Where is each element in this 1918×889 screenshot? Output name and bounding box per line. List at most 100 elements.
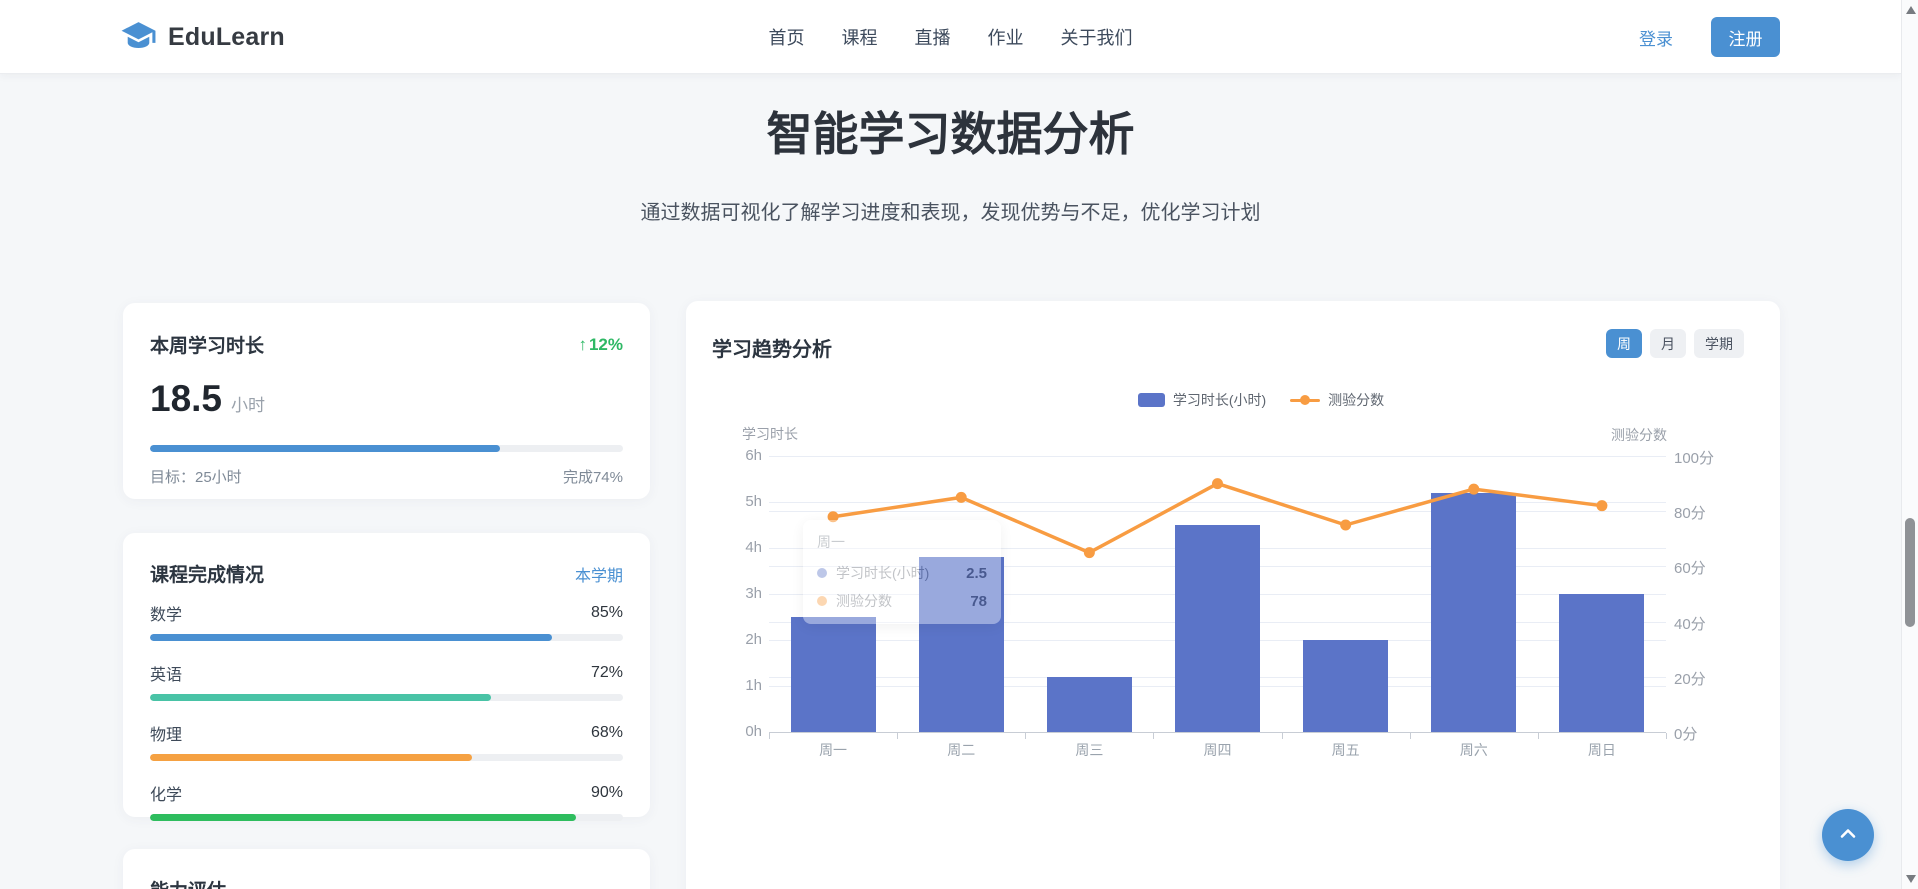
register-button[interactable]: 注册 [1711, 17, 1780, 57]
trend-badge: ↑ 12% [578, 335, 623, 355]
course-progress-track [150, 634, 623, 641]
legend-line-marker-icon [1290, 393, 1321, 407]
nav-link-直播[interactable]: 直播 [914, 28, 951, 48]
course-row-英语: 英语 72% [150, 661, 623, 701]
x-axis-label: 周五 [1331, 742, 1360, 758]
course-label: 英语 [150, 667, 183, 684]
course-percent: 68% [590, 724, 623, 741]
course-percent: 90% [590, 784, 623, 801]
course-progress-track [150, 754, 623, 761]
bar-周三[interactable] [1046, 676, 1132, 732]
weekly-study-card: 本周学习时长 ↑ 12% 18.5 小时 目标：25小时 完成74% [123, 303, 650, 499]
bar-周二[interactable] [918, 557, 1004, 732]
line-data-point[interactable] [1468, 483, 1480, 495]
x-axis-tick [1153, 733, 1155, 739]
course-row-化学: 化学 90% [150, 781, 623, 821]
x-axis-tick [769, 733, 770, 739]
chart-legend: 学习时长(小时) 测验分数 [686, 390, 1780, 410]
scrollbar-thumb[interactable] [1905, 518, 1915, 627]
ability-card: 能力评估 [123, 849, 650, 889]
line-data-point[interactable] [1212, 478, 1223, 490]
line-data-point[interactable] [827, 511, 839, 523]
x-axis-tick [1537, 733, 1539, 739]
nav-link-作业[interactable]: 作业 [987, 28, 1024, 48]
graduation-cap-icon [120, 21, 157, 53]
course-row-top: 化学 90% [150, 781, 623, 805]
y-axis-tick-left: 6h [745, 447, 762, 464]
course-rows: 数学 85% 英语 72% 物理 68% 化学 90% [150, 601, 623, 821]
chart-tab-周[interactable]: 周 [1606, 329, 1642, 358]
y-axis-tick-right: 60分 [1674, 560, 1706, 578]
nav-right: 登录 注册 [1639, 0, 1780, 74]
x-axis-label: 周二 [947, 742, 976, 758]
nav-link-课程[interactable]: 课程 [841, 28, 878, 48]
navbar: EduLearn 首页 课程 直播 作业 关于我们 登录 注册 [0, 0, 1901, 74]
y-axis-tick-left: 3h [745, 585, 762, 602]
page-title: 智能学习数据分析 [766, 108, 1135, 160]
scrollbar[interactable] [1901, 0, 1918, 889]
bar-周六[interactable] [1431, 492, 1517, 732]
x-axis-label: 周四 [1203, 742, 1232, 758]
right-axis-name: 测验分数 [1611, 427, 1667, 443]
page-subtitle: 通过数据可视化了解学习进度和表现，发现优势与不足，优化学习计划 [640, 202, 1261, 224]
x-axis-label: 周三 [1075, 742, 1104, 758]
scrollbar-down-arrow-icon[interactable] [1906, 875, 1916, 883]
login-link[interactable]: 登录 [1639, 29, 1673, 49]
line-data-point[interactable] [1596, 500, 1608, 512]
nav-link-关于我们[interactable]: 关于我们 [1060, 28, 1133, 48]
course-progress-track [150, 814, 623, 821]
courses-card-title: 课程完成情况 [150, 565, 265, 586]
course-completion-card: 课程完成情况 本学期 数学 85% 英语 72% 物理 68% 化学 90% [123, 533, 650, 821]
trend-chart-card: 学习趋势分析 周月学期 学习时长(小时) 测验分数 6h 5h 4h 3h 2h 1h 0h 1… [686, 301, 1780, 889]
course-progress-fill [150, 694, 491, 701]
legend-item-line[interactable]: 测验分数 [1290, 390, 1384, 410]
weekly-card-title: 本周学习时长 [150, 336, 265, 357]
bar-周日[interactable] [1559, 594, 1645, 732]
course-progress-fill [150, 754, 472, 761]
weekly-progress-fill [150, 445, 501, 452]
course-row-物理: 物理 68% [150, 721, 623, 761]
legend-label: 学习时长(小时) [1172, 392, 1267, 408]
course-row-top: 物理 68% [150, 721, 623, 745]
nav-link-首页[interactable]: 首页 [768, 28, 805, 48]
chart-tab-月[interactable]: 月 [1650, 329, 1686, 358]
course-row-数学: 数学 85% [150, 601, 623, 641]
x-axis-tick [1281, 733, 1283, 739]
trend-value: 12% [588, 334, 623, 354]
scrollbar-up-arrow-icon[interactable] [1906, 6, 1916, 14]
left-axis-name: 学习时长 [742, 426, 798, 442]
brand-name: EduLearn [168, 22, 285, 51]
legend-bar-swatch-icon [1137, 393, 1165, 407]
course-row-top: 数学 85% [150, 601, 623, 625]
y-axis-tick-left: 2h [745, 631, 762, 648]
bar-周四[interactable] [1175, 525, 1260, 732]
semester-link[interactable]: 本学期 [574, 567, 623, 585]
line-data-point[interactable] [955, 491, 967, 503]
course-progress-fill [150, 634, 553, 641]
scroll-top-button[interactable] [1822, 809, 1874, 861]
brand-logo[interactable]: EduLearn [120, 0, 285, 74]
x-axis-label: 周六 [1459, 742, 1488, 758]
line-data-point[interactable] [1340, 519, 1352, 531]
y-axis-tick-right: 100分 [1674, 450, 1715, 467]
gridline [769, 502, 1666, 503]
y-axis-tick-left: 0h [745, 723, 762, 740]
course-label: 化学 [150, 787, 183, 804]
chevron-up-icon [1836, 822, 1860, 849]
course-label: 数学 [150, 607, 183, 624]
y-axis-tick-right: 80分 [1674, 505, 1706, 523]
bar-周一[interactable] [790, 617, 876, 732]
x-axis-tick [1025, 733, 1027, 739]
line-data-point[interactable] [1083, 547, 1095, 559]
y-axis-tick-right: 20分 [1674, 670, 1706, 688]
chart-range-tabs: 周月学期 [1606, 329, 1744, 358]
bar-周五[interactable] [1303, 640, 1389, 732]
weekly-hours-value: 18.5 [150, 378, 223, 419]
chart-title: 学习趋势分析 [712, 339, 832, 361]
y-axis-tick-left: 5h [745, 493, 762, 510]
chart-tab-学期[interactable]: 学期 [1694, 329, 1744, 358]
legend-item-bar[interactable]: 学习时长(小时) [1137, 390, 1267, 410]
ability-card-title: 能力评估 [150, 881, 226, 889]
x-axis-label: 周一 [819, 742, 848, 758]
